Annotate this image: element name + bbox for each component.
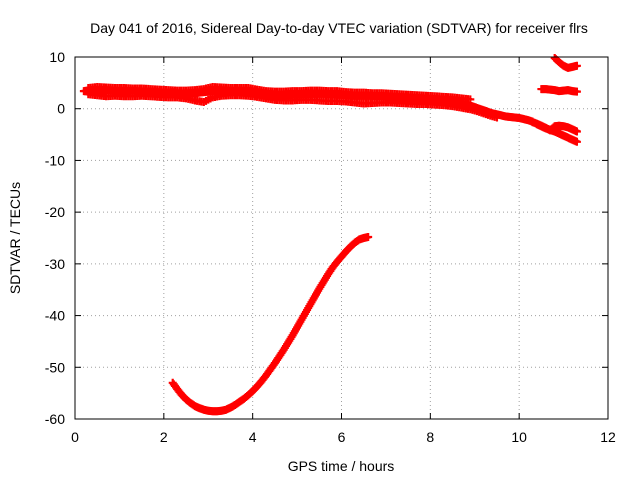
x-tick-label: 4 [249,429,257,445]
x-tick-label: 2 [160,429,168,445]
y-axis-label: SDTVAR / TECUs [7,182,23,294]
series-arc-low [168,232,373,416]
y-tick-label: 0 [57,101,65,117]
series-tail-top [550,54,581,72]
series-tail-mid [537,85,581,96]
x-tick-label: 12 [600,429,616,445]
y-tick-label: 10 [49,49,65,65]
data-point [466,95,475,104]
y-tick-label: -10 [45,152,65,168]
data-point [572,127,581,136]
data-points [79,54,581,416]
x-tick-label: 6 [338,429,346,445]
data-point [572,87,581,96]
x-tick-label: 0 [71,429,79,445]
x-axis-label: GPS time / hours [288,458,395,474]
axis-ticks: 0 2 4 6 8 10 12 -60 -50 -40 -30 -20 -10 0 10 [45,49,616,445]
x-tick-label: 8 [426,429,434,445]
chart-title: Day 041 of 2016, Sidereal Day-to-day VTE… [90,20,588,36]
y-tick-label: -30 [45,256,65,272]
data-point [572,61,581,70]
series-tail-low-lower [532,120,581,146]
data-point [492,113,501,122]
x-tick-label: 10 [511,429,527,445]
y-tick-label: -50 [45,359,65,375]
data-point [572,137,581,146]
grid-lines [75,57,608,419]
series-band-lower-offset [84,90,501,122]
series-band-upper-offset [84,82,475,104]
data-point [364,232,373,241]
y-tick-label: -60 [45,411,65,427]
y-tick-label: -40 [45,308,65,324]
y-tick-label: -20 [45,204,65,220]
